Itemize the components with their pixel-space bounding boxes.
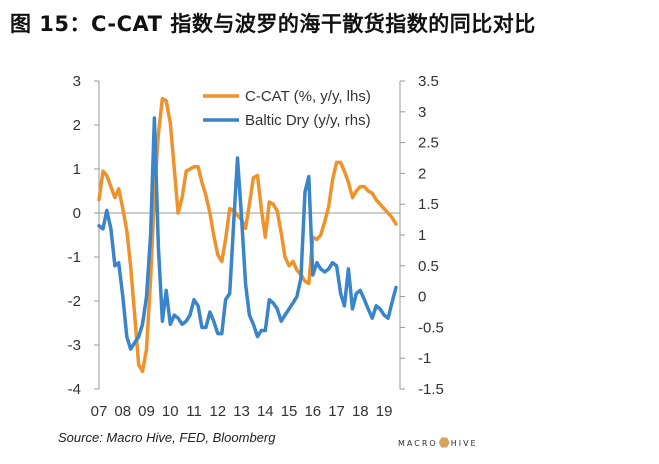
ccat-series-line xyxy=(97,96,398,374)
right-tick-label: -1 xyxy=(418,350,431,367)
hexagon-icon xyxy=(438,437,450,448)
left-tick-label: -4 xyxy=(68,381,81,398)
x-tick-label: 16 xyxy=(304,403,321,420)
chart-series xyxy=(97,96,398,374)
left-tick-label: -1 xyxy=(68,249,81,266)
left-tick-label: -3 xyxy=(68,337,81,354)
chart-legend: C-CAT (%, y/y, lhs) Baltic Dry (y/y, rhs) xyxy=(203,88,371,129)
x-tick-label: 12 xyxy=(209,403,226,420)
right-tick-label: -0.5 xyxy=(418,319,444,336)
chart-axes: -4-3-2-10123-1.5-1-0.500.511.522.533.507… xyxy=(68,73,444,420)
right-tick-label: 2 xyxy=(418,165,426,182)
legend-label-baltic-dry: Baltic Dry (y/y, rhs) xyxy=(245,112,371,129)
x-tick-label: 14 xyxy=(257,403,274,420)
left-tick-label: 1 xyxy=(73,161,81,178)
right-tick-label: 3.5 xyxy=(418,73,439,90)
logo-text-right: HIVE xyxy=(450,439,478,448)
source-note: Source: Macro Hive, FED, Bloomberg xyxy=(58,430,276,445)
x-tick-label: 19 xyxy=(376,403,393,420)
left-tick-label: 0 xyxy=(73,205,81,222)
chart-title: 图 15：C-CAT 指数与波罗的海干散货指数的同比对比 xyxy=(10,12,536,36)
right-tick-label: 0 xyxy=(418,289,426,306)
x-tick-label: 15 xyxy=(281,403,298,420)
x-tick-label: 13 xyxy=(233,403,250,420)
left-tick-label: 3 xyxy=(73,73,81,90)
right-tick-label: 1.5 xyxy=(418,196,439,213)
right-tick-label: 0.5 xyxy=(418,258,439,275)
baltic-dry-series-line xyxy=(97,116,398,351)
right-tick-label: -1.5 xyxy=(418,381,444,398)
right-tick-label: 1 xyxy=(418,227,426,244)
left-tick-label: -2 xyxy=(68,293,81,310)
x-tick-label: 11 xyxy=(186,403,202,420)
x-tick-label: 18 xyxy=(352,403,369,420)
x-tick-label: 07 xyxy=(91,403,108,420)
logo-text-left: MACRO xyxy=(398,439,438,448)
macro-hive-logo: MACRO HIVE xyxy=(398,437,478,448)
legend-label-ccat: C-CAT (%, y/y, lhs) xyxy=(245,88,371,105)
x-tick-label: 08 xyxy=(114,403,131,420)
right-tick-label: 2.5 xyxy=(418,135,439,152)
right-tick-label: 3 xyxy=(418,104,426,121)
x-tick-label: 17 xyxy=(328,403,345,420)
x-tick-label: 10 xyxy=(162,403,179,420)
x-tick-label: 09 xyxy=(138,403,155,420)
left-tick-label: 2 xyxy=(73,117,81,134)
